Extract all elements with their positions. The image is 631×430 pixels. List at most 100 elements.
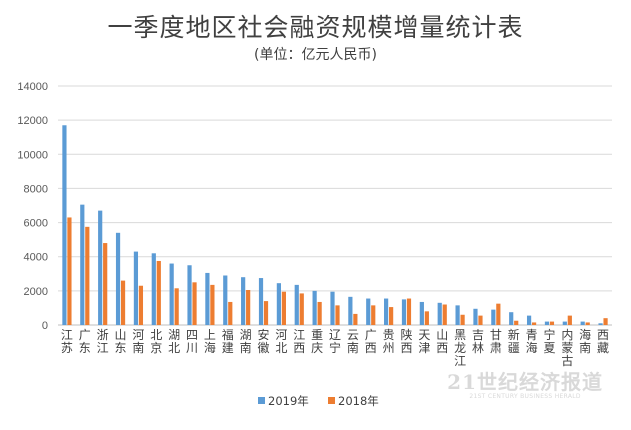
watermark-main: 21世纪经济报道: [447, 370, 603, 394]
bar-2019: [562, 321, 567, 325]
bar-2019: [598, 323, 603, 325]
y-tick-label: 12000: [17, 115, 48, 127]
bar-2018: [228, 301, 233, 325]
x-tick-label: 海南: [579, 327, 591, 355]
bar-2019: [62, 125, 67, 325]
bar-2018: [263, 301, 269, 325]
bar-2019: [437, 302, 442, 325]
bar-2019: [312, 290, 317, 325]
bar-2019: [241, 277, 246, 325]
bar-2018: [406, 298, 412, 325]
y-tick-label: 10000: [17, 149, 48, 161]
bar-2018: [478, 315, 483, 325]
bar-2019: [473, 308, 478, 325]
x-tick-label: 山西: [436, 328, 448, 355]
x-tick-label: 福建: [222, 327, 234, 355]
x-tick-label: 黑龙江: [454, 328, 466, 368]
x-tick-label: 贵州: [383, 328, 395, 355]
y-tick-label: 8000: [24, 183, 48, 195]
x-tick-label: 河南: [132, 328, 144, 355]
bar-2019: [98, 210, 103, 325]
y-tick-label: 0: [42, 320, 48, 332]
bar-2018: [603, 318, 608, 325]
bar-2019: [580, 321, 585, 325]
bar-2019: [366, 298, 371, 325]
bar-2018: [299, 293, 304, 325]
chart-title: 一季度地区社会融资规模增量统计表: [107, 13, 524, 42]
bar-2018: [567, 315, 572, 325]
x-tick-label: 广西: [365, 328, 377, 355]
x-tick-label: 甘肃: [490, 328, 502, 355]
bar-2019: [294, 284, 299, 325]
y-tick-label: 4000: [24, 252, 48, 264]
x-tick-label: 浙江: [97, 328, 109, 355]
x-tick-label: 山东: [115, 328, 127, 355]
bar-2018: [335, 305, 340, 325]
bar-2018: [174, 288, 179, 325]
bar-2018: [246, 290, 251, 325]
bar-2019: [223, 275, 228, 325]
x-tick-label: 陕西: [400, 327, 412, 355]
bar-2019: [115, 232, 121, 325]
x-tick-label: 青海: [526, 328, 538, 355]
bar-2019: [133, 251, 139, 325]
watermark-logo: 21世纪经济报道 21ST CENTURY BUSINESS HERALD: [447, 366, 603, 400]
bar-2019: [258, 278, 264, 325]
bar-2018: [371, 305, 376, 325]
bar-2019: [544, 321, 550, 325]
legend-label: 2019年: [268, 394, 309, 408]
bar-2018: [156, 260, 161, 325]
legend-swatch-2018: [328, 397, 335, 404]
x-tick-label: 河北: [275, 328, 287, 355]
bar-2018: [442, 304, 447, 325]
x-tick-label: 湖南: [240, 327, 252, 355]
x-tick-label: 天津: [418, 328, 430, 355]
bar-2019: [509, 312, 514, 325]
bar-2019: [348, 296, 353, 325]
bar-2018: [531, 322, 537, 325]
bar-2019: [401, 299, 407, 325]
bar-2018: [496, 303, 501, 325]
y-tick-label: 2000: [24, 286, 48, 298]
x-tick-label: 江苏: [61, 328, 73, 355]
bar-2018: [585, 322, 590, 325]
bar-2018: [389, 307, 394, 325]
bar-2018: [353, 313, 358, 325]
legend-label: 2018年: [338, 394, 379, 408]
bar-2018: [192, 282, 197, 325]
bar-2018: [103, 243, 108, 325]
bar-2019: [187, 265, 192, 325]
watermark-sub: 21ST CENTURY BUSINESS HERALD: [469, 393, 581, 400]
y-tick-label: 6000: [24, 218, 48, 230]
bar-2019: [491, 309, 496, 325]
bar-2019: [80, 204, 85, 325]
bar-2018: [210, 284, 215, 325]
y-tick-label: 14000: [17, 81, 48, 93]
bar-2019: [151, 253, 156, 325]
bar-2019: [526, 315, 532, 325]
x-tick-label: 北京: [150, 328, 162, 355]
x-tick-label: 广东: [79, 328, 91, 355]
bar-2019: [205, 272, 210, 325]
bar-2018: [460, 314, 465, 325]
x-tick-label: 西藏: [597, 328, 609, 355]
x-tick-label: 新疆: [508, 327, 520, 355]
bar-2018: [424, 311, 429, 325]
bar-2018: [549, 321, 555, 325]
bar-2019: [419, 301, 424, 325]
x-tick-label: 上海: [204, 328, 216, 355]
x-tick-label: 湖北: [168, 327, 180, 355]
bar-2018: [120, 280, 126, 325]
x-tick-label: 江西: [293, 328, 305, 355]
bar-2019: [276, 283, 281, 325]
bar-2019: [169, 263, 174, 325]
bar-2019: [330, 291, 335, 325]
x-tick-label: 重庆: [311, 328, 323, 355]
bar-2018: [67, 217, 72, 325]
bar-2019: [455, 305, 460, 325]
chart-subtitle: (单位：亿元人民币): [254, 47, 377, 63]
x-tick-label: 内蒙古: [561, 328, 573, 368]
x-tick-label: 四川: [186, 328, 198, 355]
